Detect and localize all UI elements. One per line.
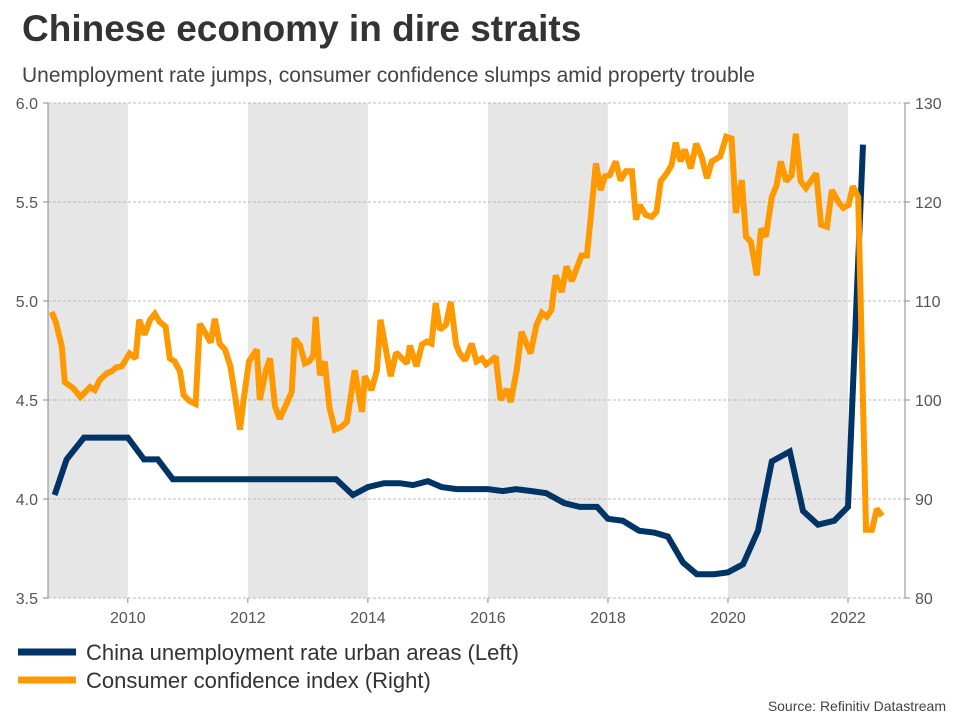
x-axis-tick-label: 2018 xyxy=(590,610,626,627)
x-axis-tick-label: 2012 xyxy=(230,610,266,627)
left-axis-tick-label: 3.5 xyxy=(16,591,38,608)
right-axis-tick-label: 130 xyxy=(915,96,942,113)
left-axis-tick-label: 5.5 xyxy=(16,195,38,212)
chart-title: Chinese economy in dire straits xyxy=(22,8,582,49)
shaded-period xyxy=(487,103,608,598)
x-axis-tick-label: 2016 xyxy=(470,610,506,627)
unemployment-line xyxy=(51,144,866,578)
left-axis-tick-label: 5.0 xyxy=(16,294,38,311)
x-axis-tick-label: 2014 xyxy=(350,610,386,627)
x-axis-tick-label: 2020 xyxy=(710,610,746,627)
right-axis-tick-label: 80 xyxy=(915,591,933,608)
shaded-period xyxy=(727,103,848,598)
chart-subtitle: Unemployment rate jumps, consumer confid… xyxy=(22,64,756,87)
source-note: Source: Refinitiv Datastream xyxy=(767,698,946,714)
left-axis-tick-label: 4.0 xyxy=(16,492,38,509)
left-axis-tick-label: 6.0 xyxy=(16,96,38,113)
consumer-confidence-line xyxy=(48,132,885,533)
legend-label: China unemployment rate urban areas (Lef… xyxy=(86,640,519,665)
right-axis-tick-label: 100 xyxy=(915,393,942,410)
x-axis-tick-label: 2022 xyxy=(830,610,866,627)
legend-label: Consumer confidence index (Right) xyxy=(86,668,431,693)
right-axis-tick-label: 90 xyxy=(915,492,933,509)
x-axis-tick-label: 2010 xyxy=(110,610,146,627)
right-axis-tick-label: 110 xyxy=(915,294,941,311)
shaded-period xyxy=(247,103,368,598)
right-axis-tick-label: 120 xyxy=(915,195,942,212)
left-axis-tick-label: 4.5 xyxy=(16,393,38,410)
